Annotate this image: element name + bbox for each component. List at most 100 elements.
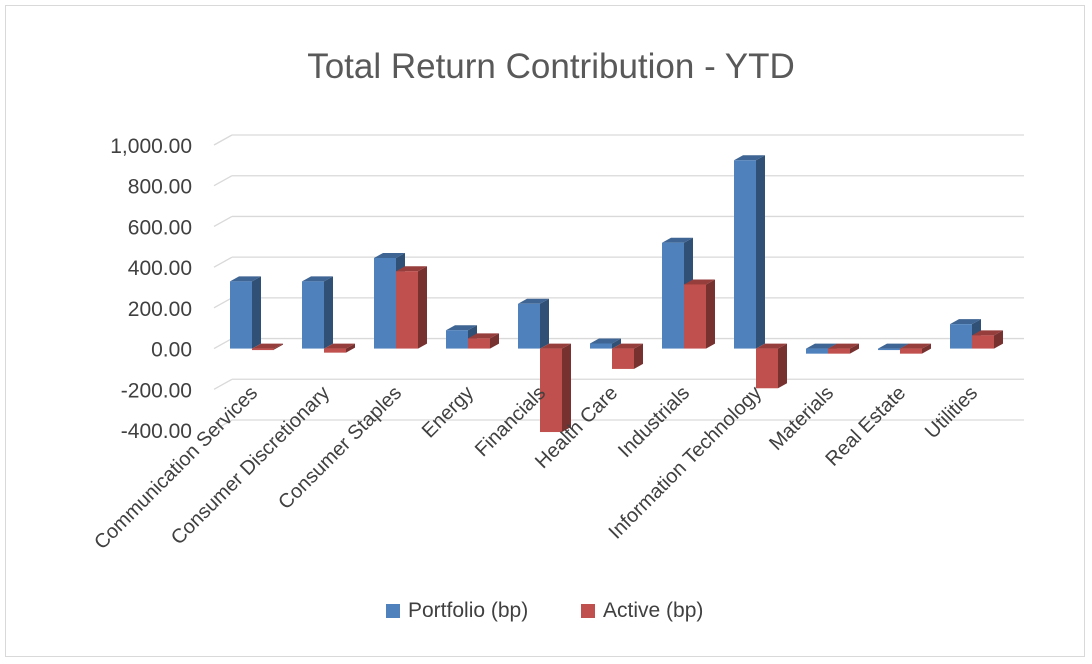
chart-svg: 1,000.00 800.00 600.00 400.00 200.00 0.00 -200… [90,47,1024,622]
bar-front [324,348,346,353]
bar-top [734,155,765,161]
gridlines [213,134,1024,431]
bar-top [972,330,1003,336]
bar-front [230,281,252,349]
bar-side [274,343,283,350]
bar-side [540,298,549,349]
bar-front [518,303,540,349]
bar-top [590,338,621,344]
bar-top [252,343,283,349]
y-tick-label: 200.00 [128,298,192,321]
bar-side [490,333,499,349]
bar-side [252,276,261,349]
bar-portfolio [302,276,333,349]
bar-top [468,333,499,339]
bar-top [900,343,931,349]
x-category-label: Materials [765,382,838,455]
bar-active [540,343,571,433]
bar-side [994,330,1003,349]
bar-side [922,343,931,354]
bar-portfolio [734,155,765,349]
bar-side [756,155,765,349]
bar-front [252,348,274,351]
bar-front [878,348,900,351]
legend-label: Active (bp) [603,599,703,622]
bar-front [468,338,490,349]
gridline-diagonal [213,419,233,431]
bar-active [900,343,931,354]
y-tick-label: -400.00 [121,420,192,443]
bar-side [418,266,427,349]
bar-portfolio [518,298,549,349]
bar-top [612,343,643,349]
bar-front [806,348,828,354]
legend-swatch [581,604,595,618]
gridline-diagonal [213,256,233,268]
bar-top [662,237,693,243]
y-tick-label: -200.00 [121,379,192,402]
bar-front [828,348,850,354]
bar-active [324,343,355,353]
bar-front [950,324,972,349]
bars [230,155,1003,433]
bar-top [684,279,715,285]
x-category-label: Utilities [921,382,982,443]
x-category-label: Consumer Staples [274,382,406,514]
bar-front [540,348,562,433]
bar-front [756,348,778,389]
bar-active [828,343,859,354]
bar-top [230,276,261,282]
bar-front [302,281,324,349]
bar-top [374,252,405,258]
bar-front [612,348,634,369]
x-category-label: Energy [418,382,478,442]
y-tick-label: 0.00 [151,339,192,362]
bar-active [612,343,643,369]
bar-side [850,343,859,354]
gridline-diagonal [213,215,233,227]
y-tick-label: 600.00 [128,216,192,239]
bar-top [540,343,571,349]
bar-top [806,343,837,349]
legend-label: Portfolio (bp) [408,599,528,622]
bar-side [706,279,715,349]
bar-top [446,325,477,331]
bar-top [396,266,427,272]
bar-active [756,343,787,389]
bar-active [468,333,499,349]
bar-front [374,257,396,349]
bar-front [972,335,994,349]
bar-front [662,242,684,349]
y-tick-label: 1,000.00 [110,135,192,158]
bar-top [518,298,549,304]
bar-front [396,271,418,349]
legend: Portfolio (bp) Active (bp) [386,599,703,622]
bar-front [734,160,756,349]
bar-top [756,343,787,349]
bar-active [972,330,1003,349]
chart-title: Total Return Contribution - YTD [307,47,795,86]
bar-side [324,276,333,349]
bar-top [828,343,859,349]
bar-active [684,279,715,349]
bar-top [302,276,333,282]
bar-side [612,338,621,349]
y-tick-label: 800.00 [128,176,192,199]
legend-swatch [386,604,400,618]
bar-portfolio [230,276,261,349]
bar-portfolio [590,338,621,349]
y-axis: 1,000.00 800.00 600.00 400.00 200.00 0.00 -200… [110,135,192,443]
bar-front [590,343,612,349]
bar-top [950,319,981,325]
chart-area: 1,000.00 800.00 600.00 400.00 200.00 0.00 -200… [5,5,1085,657]
bar-active [252,343,283,351]
bar-side [346,343,355,353]
bar-front [684,284,706,349]
bar-front [446,330,468,349]
bar-side [634,343,643,369]
bar-active [396,266,427,349]
y-tick-label: 400.00 [128,257,192,280]
bar-side [778,343,787,389]
gridline-diagonal [213,134,233,146]
